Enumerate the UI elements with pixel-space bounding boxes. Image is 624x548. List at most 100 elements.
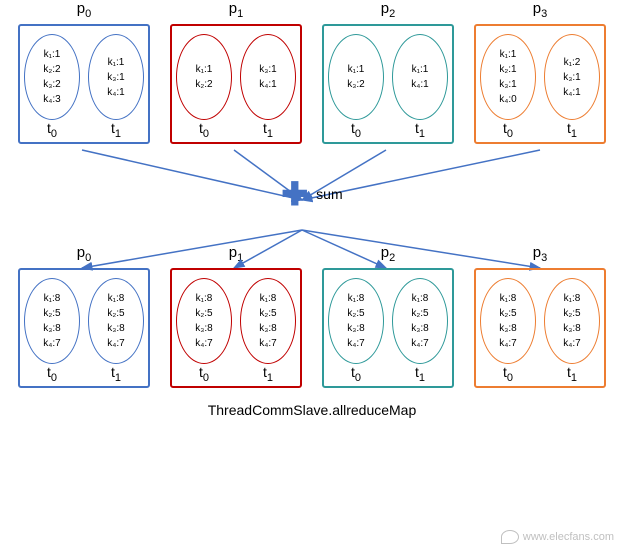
kv-entry: k₁:2: [564, 55, 581, 70]
process-3: p3k₁:8k₂:5k₃:8k₄:7k₁:8k₂:5k₃:8k₄:7t0t1: [470, 244, 610, 388]
kv-entry: k₄:3: [43, 92, 60, 107]
process-1: p1k₁:1k₂:2k₃:1k₄:1t0t1: [166, 0, 306, 144]
kv-entry: k₃:8: [563, 321, 580, 336]
kv-entry: k₂:5: [347, 306, 364, 321]
kv-entry: k₂:5: [107, 306, 124, 321]
thread-label: t1: [263, 364, 273, 384]
process-1: p1k₁:8k₂:5k₃:8k₄:7k₁:8k₂:5k₃:8k₄:7t0t1: [166, 244, 306, 388]
kv-entry: k₁:1: [108, 55, 125, 70]
thread-label: t1: [567, 364, 577, 384]
kv-entry: k₂:5: [411, 306, 428, 321]
bottom-process-row: p0k₁:8k₂:5k₃:8k₄:7k₁:8k₂:5k₃:8k₄:7t0t1p1…: [0, 244, 624, 388]
kv-entry: k₃:8: [411, 321, 428, 336]
kv-entry: k₁:8: [108, 291, 125, 306]
thread-label: t1: [111, 364, 121, 384]
kv-entry: k₁:1: [44, 47, 61, 62]
top-process-row: p0k₁:1k₂:2k₃:2k₄:3k₁:1k₃:1k₄:1t0t1p1k₁:1…: [0, 0, 624, 144]
kv-entry: k₃:1: [563, 70, 580, 85]
kv-entry: k₃:1: [107, 70, 124, 85]
watermark-icon: [501, 530, 519, 544]
thread-label: t0: [351, 120, 361, 140]
thread-ellipse: k₁:1k₂:2: [176, 34, 232, 120]
kv-entry: k₂:1: [499, 62, 516, 77]
kv-entry: k₃:2: [347, 77, 364, 92]
kv-entry: k₄:0: [499, 92, 516, 107]
kv-entry: k₃:8: [499, 321, 516, 336]
kv-entry: k₂:5: [259, 306, 276, 321]
thread-ellipse: k₁:2k₃:1k₄:1: [544, 34, 600, 120]
thread-ellipse: k₁:8k₂:5k₃:8k₄:7: [24, 278, 80, 364]
thread-ellipse: k₁:8k₂:5k₃:8k₄:7: [544, 278, 600, 364]
thread-labels: t0t1: [172, 120, 300, 140]
kv-entry: k₄:7: [347, 336, 364, 351]
thread-label: t1: [263, 120, 273, 140]
process-box: k₁:1k₃:2k₁:1k₄:1t0t1: [322, 24, 454, 144]
process-2: p2 k₁:1k₃:2k₁:1k₄:1t0t1: [318, 0, 458, 144]
kv-entry: k₃:8: [259, 321, 276, 336]
kv-entry: k₁:1: [500, 47, 517, 62]
kv-entry: k₁:8: [500, 291, 517, 306]
process-label: p1: [229, 244, 243, 264]
thread-ellipse: k₁:8k₂:5k₃:8k₄:7: [88, 278, 144, 364]
kv-entry: k₂:5: [563, 306, 580, 321]
process-label: p1: [229, 0, 243, 20]
kv-entry: k₄:7: [411, 336, 428, 351]
kv-entry: k₂:2: [43, 62, 60, 77]
kv-entry: k₄:1: [107, 85, 124, 100]
watermark: www.elecfans.com: [501, 530, 614, 544]
process-box: k₁:8k₂:5k₃:8k₄:7k₁:8k₂:5k₃:8k₄:7t0t1: [322, 268, 454, 388]
kv-entry: k₃:1: [499, 77, 516, 92]
process-label: p3: [533, 0, 547, 20]
process-box: k₁:8k₂:5k₃:8k₄:7k₁:8k₂:5k₃:8k₄:7t0t1: [474, 268, 606, 388]
thread-labels: t0 t1: [20, 364, 148, 384]
thread-label: t1: [567, 120, 577, 140]
kv-entry: k₄:7: [259, 336, 276, 351]
diagram-caption: ThreadCommSlave.allreduceMap: [0, 402, 624, 418]
process-label: p0: [77, 244, 91, 264]
thread-labels: t0t1: [324, 120, 452, 140]
thread-label: t1: [415, 364, 425, 384]
kv-entry: k₁:8: [44, 291, 61, 306]
kv-entry: k₄:7: [43, 336, 60, 351]
kv-entry: k₃:8: [347, 321, 364, 336]
kv-entry: k₃:1: [259, 62, 276, 77]
kv-entry: k₁:8: [348, 291, 365, 306]
thread-label: t0: [503, 364, 513, 384]
process-label: p2: [381, 0, 395, 20]
thread-ellipse: k₃:1k₄:1: [240, 34, 296, 120]
sum-operation: ✚ sum: [0, 164, 624, 224]
process-2: p2k₁:8k₂:5k₃:8k₄:7k₁:8k₂:5k₃:8k₄:7t0t1: [318, 244, 458, 388]
watermark-text: www.elecfans.com: [523, 531, 614, 543]
plus-icon: ✚: [281, 175, 308, 213]
thread-labels: t0t1: [20, 120, 148, 140]
process-box: k₁:8k₂:5k₃:8k₄:7k₁:8k₂:5k₃:8k₄:7t0t1: [18, 268, 150, 388]
kv-entry: k₂:5: [499, 306, 516, 321]
kv-entry: k₂:5: [43, 306, 60, 321]
sum-label: sum: [316, 186, 342, 202]
thread-ellipse: k₁:1k₂:1k₃:1k₄:0: [480, 34, 536, 120]
kv-entry: k₁:1: [348, 62, 365, 77]
process-label: p2: [381, 244, 395, 264]
kv-entry: k₄:7: [563, 336, 580, 351]
kv-entry: k₁:8: [260, 291, 277, 306]
kv-entry: k₁:1: [196, 62, 213, 77]
process-box: k₁:1k₂:1k₃:1k₄:0k₁:2k₃:1k₄:1t0t1: [474, 24, 606, 144]
thread-ellipse: k₁:1k₂:2k₃:2k₄:3: [24, 34, 80, 120]
kv-entry: k₃:8: [43, 321, 60, 336]
thread-label: t1: [111, 120, 121, 140]
process-box: k₁:1k₂:2k₃:1k₄:1t0t1: [170, 24, 302, 144]
kv-entry: k₂:5: [195, 306, 212, 321]
process-box: k₁:1k₂:2k₃:2k₄:3k₁:1k₃:1k₄:1t0t1: [18, 24, 150, 144]
thread-label: t0: [47, 364, 57, 384]
kv-entry: k₁:1: [412, 62, 429, 77]
thread-labels: t0t1: [476, 120, 604, 140]
kv-entry: k₃:2: [43, 77, 60, 92]
process-3: p3k₁:1k₂:1k₃:1k₄:0k₁:2k₃:1k₄:1t0t1: [470, 0, 610, 144]
kv-entry: k₂:2: [195, 77, 212, 92]
thread-ellipse: k₁:8k₂:5k₃:8k₄:7: [240, 278, 296, 364]
process-label: p3: [533, 244, 547, 264]
thread-ellipse: k₁:8k₂:5k₃:8k₄:7: [480, 278, 536, 364]
thread-ellipse: k₁:1k₃:1k₄:1: [88, 34, 144, 120]
thread-ellipse: k₁:8k₂:5k₃:8k₄:7: [176, 278, 232, 364]
thread-ellipse: k₁:8k₂:5k₃:8k₄:7: [392, 278, 448, 364]
